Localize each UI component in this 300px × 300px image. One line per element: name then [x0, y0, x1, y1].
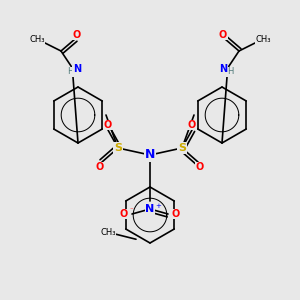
Text: O: O [73, 30, 81, 40]
Text: O: O [196, 162, 204, 172]
Text: H: H [67, 68, 73, 76]
Text: S: S [178, 143, 186, 153]
Text: O: O [188, 120, 196, 130]
Text: O: O [172, 209, 180, 219]
Text: O: O [104, 120, 112, 130]
Text: O: O [120, 209, 128, 219]
Text: CH₃: CH₃ [100, 228, 116, 237]
Text: N: N [219, 64, 227, 74]
Text: O: O [96, 162, 104, 172]
Text: ⁻: ⁻ [130, 207, 134, 213]
Text: CH₃: CH₃ [255, 35, 271, 44]
Text: H: H [227, 68, 233, 76]
Text: N: N [146, 204, 154, 214]
Text: O: O [219, 30, 227, 40]
Text: N: N [145, 148, 155, 161]
Text: N: N [73, 64, 81, 74]
Text: +: + [155, 203, 161, 209]
Text: CH₃: CH₃ [29, 35, 45, 44]
Text: S: S [114, 143, 122, 153]
